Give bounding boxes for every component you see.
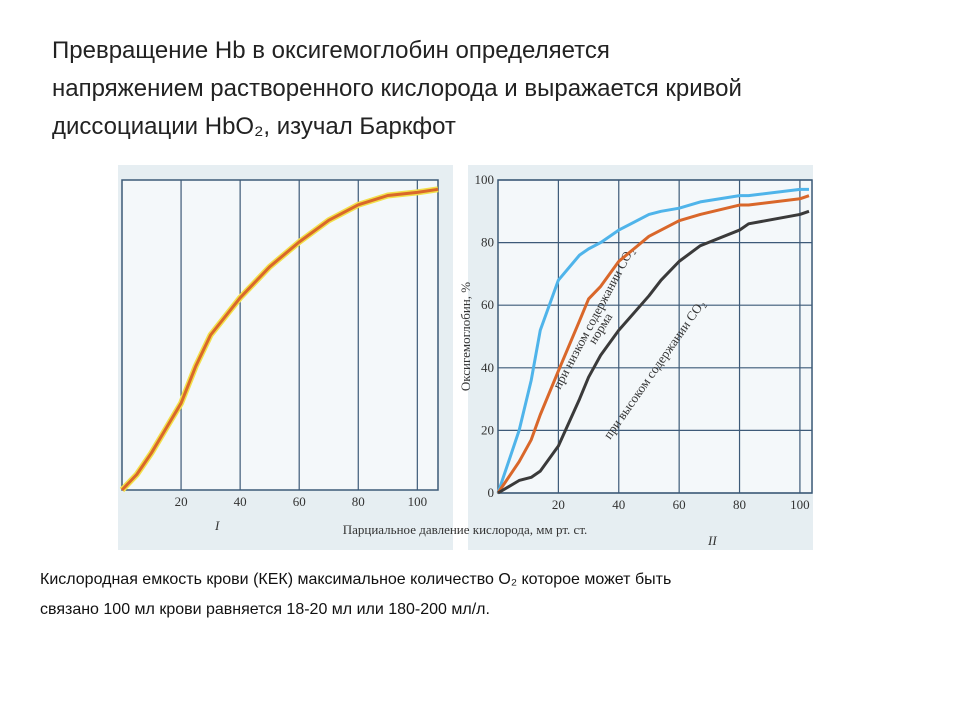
x-tick-label: 40 [612,497,625,512]
y-tick-label: 20 [481,422,494,437]
plot-frame [121,179,439,491]
caption-line: связано 100 мл крови равняется 18-20 мл … [40,601,490,618]
y-tick-label: 40 [481,360,494,375]
x-tick-label: 60 [293,494,306,509]
y-tick-label: 0 [488,485,495,500]
curve [496,187,809,494]
plot-frame [497,179,813,494]
x-tick-label: 40 [234,494,247,509]
x-tick-label: 20 [552,497,565,512]
x-tick-label: 80 [733,497,746,512]
curve [496,194,810,494]
y-axis-label: Оксигемоглобин, % [458,282,473,391]
x-axis-label: Парциальное давление кислорода, мм рт. с… [343,522,588,537]
chart-label: II [707,533,717,548]
curve [120,187,439,492]
x-tick-label: 100 [408,494,428,509]
caption-line: Кислородная емкость крови (КЕК) максимал… [40,571,671,588]
x-tick-label: 100 [790,497,810,512]
curve [497,209,810,495]
x-tick-label: 60 [673,497,686,512]
y-tick-label: 100 [475,172,495,187]
x-tick-label: 20 [175,494,188,509]
y-tick-label: 80 [481,235,494,250]
title-line: диссоциации HbO₂, изучал Баркфот [52,113,456,140]
y-tick-label: 60 [481,297,494,312]
title-line: Превращение Hb в оксигемоглобин определя… [52,37,610,64]
chart-label: I [214,518,220,533]
title-line: напряжением растворенного кислорода и вы… [52,75,742,102]
x-tick-label: 80 [352,494,365,509]
